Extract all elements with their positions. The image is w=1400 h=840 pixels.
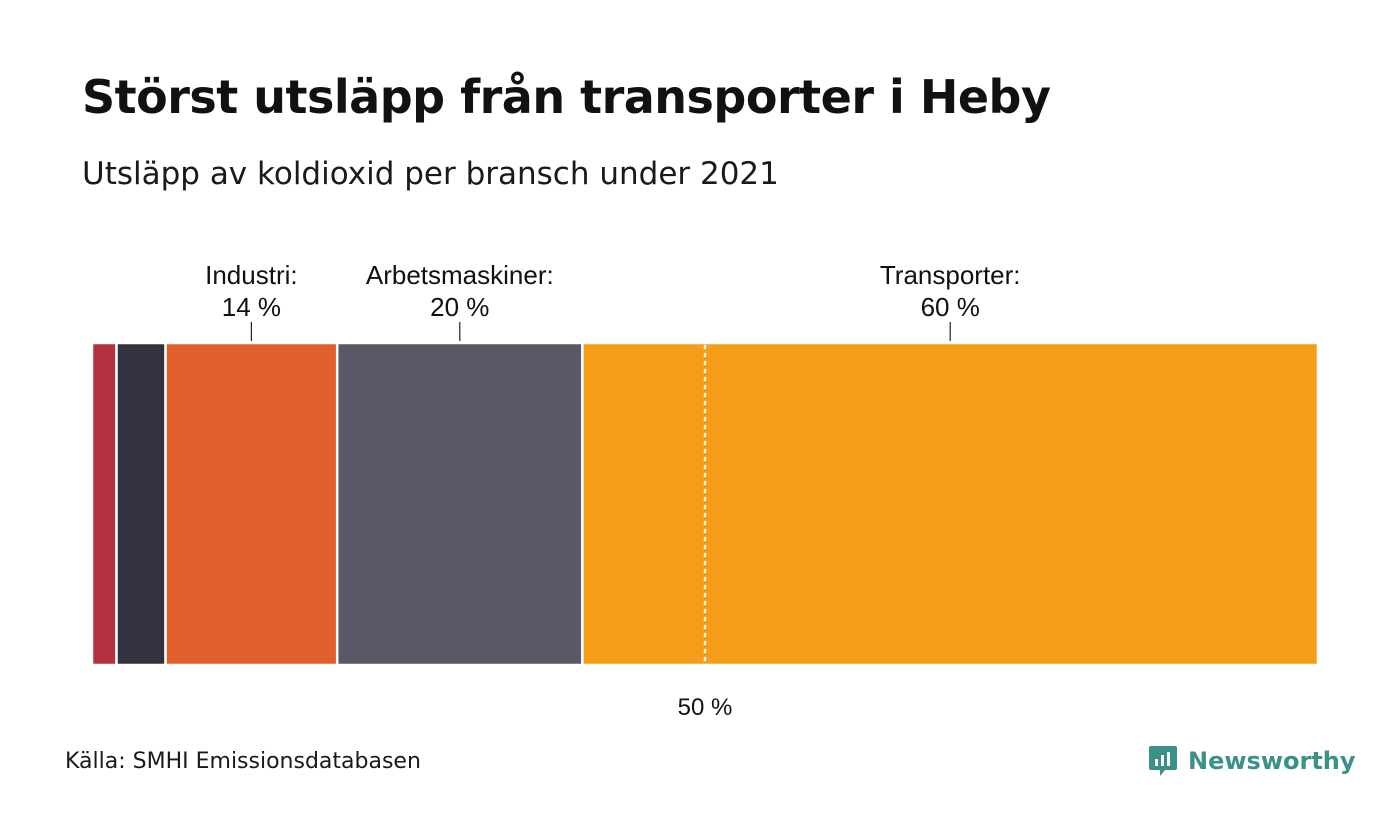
bar-segment	[164, 341, 339, 667]
segment-label-name: Arbetsmaskiner:	[366, 260, 554, 290]
brand: Newsworthy	[1148, 744, 1356, 778]
bar-segment	[335, 341, 584, 667]
segment-label-value: 60 %	[921, 292, 980, 322]
brand-name: Newsworthy	[1188, 747, 1356, 775]
stacked-bar-chart: Industri:14 % Arbetsmaskiner:20 % Transpor…	[90, 260, 1320, 721]
segment-labels: Industri:14 % Arbetsmaskiner:20 % Transpor…	[205, 260, 1021, 341]
reference-line-label: 50 %	[678, 694, 733, 721]
segment-label-name: Industri:	[205, 260, 298, 290]
source-note: Källa: SMHI Emissionsdatabasen	[65, 749, 421, 774]
reference-line-group: 50 %	[678, 344, 733, 721]
bar-segment	[581, 341, 1320, 667]
bar-segments	[90, 341, 1320, 667]
chart-title: Störst utsläpp från transporter i Heby	[82, 70, 1051, 124]
segment-label-value: 14 %	[222, 292, 281, 322]
segment-label-name: Transporter:	[880, 260, 1021, 290]
bar-segment	[115, 341, 167, 667]
bar-segment	[90, 341, 118, 667]
source-text: SMHI Emissionsdatabasen	[132, 749, 421, 774]
source-label: Källa:	[65, 749, 126, 774]
newsworthy-logo-icon	[1149, 746, 1177, 776]
segment-label-value: 20 %	[430, 292, 489, 322]
chart-subtitle: Utsläpp av koldioxid per bransch under 2…	[82, 156, 779, 192]
